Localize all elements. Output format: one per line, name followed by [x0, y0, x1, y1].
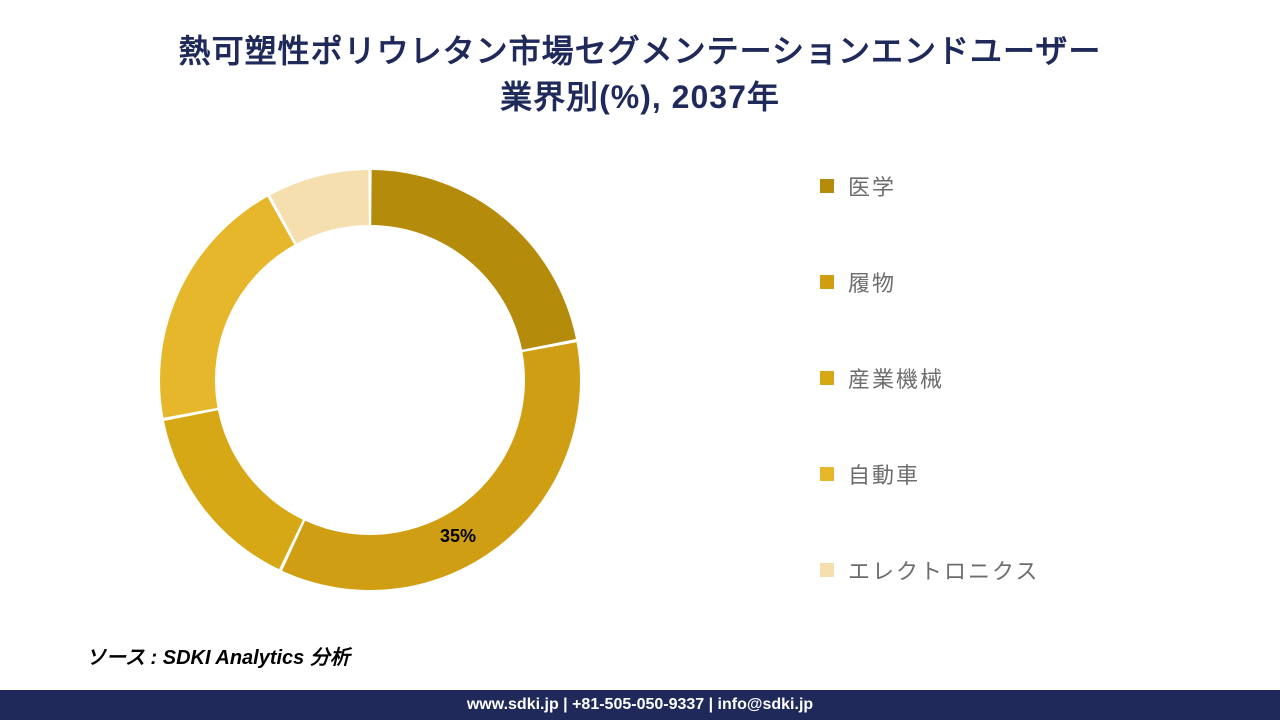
legend-label: 医学 — [848, 170, 896, 202]
legend-label: 産業機械 — [848, 362, 944, 394]
legend-item: 自動車 — [820, 458, 1200, 490]
page-root: 熱可塑性ポリウレタン市場セグメンテーションエンドユーザー 業界別(%), 203… — [0, 0, 1280, 720]
donut-slice — [160, 197, 294, 418]
donut-svg — [140, 150, 600, 610]
legend-label: 履物 — [848, 266, 896, 298]
chart-title: 熱可塑性ポリウレタン市場セグメンテーションエンドユーザー 業界別(%), 203… — [0, 26, 1280, 118]
legend-swatch — [820, 275, 834, 289]
legend-swatch — [820, 179, 834, 193]
source-attribution: ソース : SDKI Analytics 分析 — [86, 641, 350, 670]
legend-swatch — [820, 467, 834, 481]
legend-swatch — [820, 371, 834, 385]
slice-value-label: 35% — [440, 526, 476, 547]
legend-label: 自動車 — [848, 458, 920, 490]
footer-bar: www.sdki.jp | +81-505-050-9337 | info@sd… — [0, 690, 1280, 720]
legend-item: エレクトロニクス — [820, 554, 1200, 586]
donut-chart: 35% — [140, 150, 600, 610]
legend-swatch — [820, 563, 834, 577]
donut-slice — [371, 170, 576, 350]
donut-slice — [282, 342, 580, 590]
legend-item: 産業機械 — [820, 362, 1200, 394]
legend-item: 履物 — [820, 266, 1200, 298]
legend-label: エレクトロニクス — [848, 554, 1039, 586]
title-line-1: 熱可塑性ポリウレタン市場セグメンテーションエンドユーザー — [0, 26, 1280, 72]
legend-item: 医学 — [820, 170, 1200, 202]
donut-slice — [164, 410, 303, 569]
title-line-2: 業界別(%), 2037年 — [0, 72, 1280, 118]
legend: 医学履物産業機械自動車エレクトロニクス — [820, 170, 1200, 586]
